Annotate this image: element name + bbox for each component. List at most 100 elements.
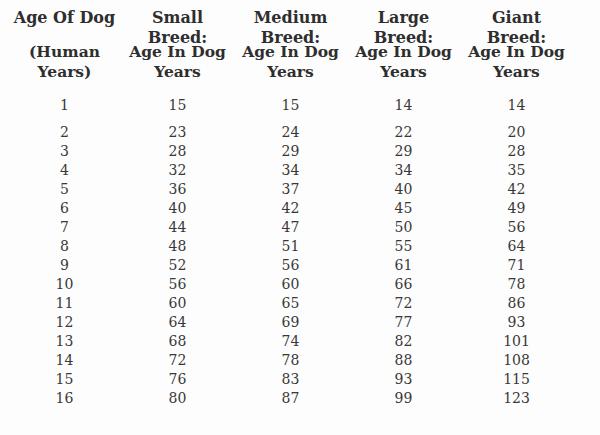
table-row: 13 68 74 82 101 [8,332,600,351]
table-row: 3 28 29 29 28 [8,142,600,161]
column-subtitle-medium: Age In Dog Years [234,42,347,82]
table-cell: 60 [234,275,347,294]
table-cell: 37 [234,180,347,199]
table-cell: 28 [460,142,573,161]
table-cell: 83 [234,370,347,389]
table-row: 1 15 15 14 14 [8,96,600,115]
table-cell: 7 [8,218,121,237]
table-cell: 56 [234,256,347,275]
table-cell: 74 [234,332,347,351]
table-cell: 61 [347,256,460,275]
table-cell: 29 [347,142,460,161]
table-cell: 78 [234,351,347,370]
table-row: 14 72 78 88 108 [8,351,600,370]
column-title-medium: Medium Breed: [234,8,347,28]
table-cell: 29 [234,142,347,161]
table-cell: 71 [460,256,573,275]
column-title-age: Age Of Dog [8,8,121,28]
table-row: 11 60 65 72 86 [8,294,600,313]
table-row: 4 32 34 34 35 [8,161,600,180]
table-cell: 34 [347,161,460,180]
table-cell: 5 [8,180,121,199]
table-cell: 72 [121,351,234,370]
table-cell: 44 [121,218,234,237]
table-cell: 35 [460,161,573,180]
column-title-giant: Giant Breed: [460,8,573,28]
column-title-large: Large Breed: [347,8,460,28]
table-cell: 68 [121,332,234,351]
table-cell: 50 [347,218,460,237]
table-cell: 45 [347,199,460,218]
table-cell: 51 [234,237,347,256]
table-cell: 48 [121,237,234,256]
table-cell: 93 [460,313,573,332]
table-cell: 32 [121,161,234,180]
table-cell: 36 [121,180,234,199]
table-cell: 87 [234,389,347,408]
table-cell: 76 [121,370,234,389]
column-title-small: Small Breed: [121,8,234,28]
table-cell: 11 [8,294,121,313]
table-cell: 78 [460,275,573,294]
table-row: 6 40 42 45 49 [8,199,600,218]
table-cell: 108 [460,351,573,370]
table-cell: 9 [8,256,121,275]
table-row: 16 80 87 99 123 [8,389,600,408]
table-cell: 15 [8,370,121,389]
table-row: 12 64 69 77 93 [8,313,600,332]
table-cell: 72 [347,294,460,313]
table-cell: 14 [8,351,121,370]
table-cell: 10 [8,275,121,294]
table-row: 10 56 60 66 78 [8,275,600,294]
table-cell: 23 [121,123,234,142]
table-cell: 86 [460,294,573,313]
table-cell: 4 [8,161,121,180]
table-cell: 14 [460,96,573,115]
table-cell: 52 [121,256,234,275]
table-cell: 101 [460,332,573,351]
table-cell: 42 [234,199,347,218]
table-row: 2 23 24 22 20 [8,123,600,142]
table-cell: 115 [460,370,573,389]
table-cell: 77 [347,313,460,332]
table-row: 8 48 51 55 64 [8,237,600,256]
table-cell: 12 [8,313,121,332]
table-cell: 14 [347,96,460,115]
table-cell: 64 [460,237,573,256]
table-cell: 123 [460,389,573,408]
table-cell: 93 [347,370,460,389]
table-cell: 69 [234,313,347,332]
table-cell: 49 [460,199,573,218]
table-cell: 40 [347,180,460,199]
table-cell: 40 [121,199,234,218]
table-cell: 47 [234,218,347,237]
column-subtitle-large: Age In Dog Years [347,42,460,82]
table-cell: 16 [8,389,121,408]
table-cell: 34 [234,161,347,180]
table-cell: 3 [8,142,121,161]
table-cell: 6 [8,199,121,218]
table-cell: 15 [234,96,347,115]
table-cell: 60 [121,294,234,313]
column-subtitle-small: Age In Dog Years [121,42,234,82]
table-row: 7 44 47 50 56 [8,218,600,237]
table-cell: 8 [8,237,121,256]
table-cell: 42 [460,180,573,199]
table-body: 1 15 15 14 14 2 23 24 22 20 3 28 29 29 2… [8,96,600,408]
table-cell: 2 [8,123,121,142]
table-cell: 56 [121,275,234,294]
table-header-titles: Age Of Dog Small Breed: Medium Breed: La… [8,8,600,28]
dog-age-conversion-table: Age Of Dog Small Breed: Medium Breed: La… [0,0,600,435]
table-cell: 20 [460,123,573,142]
table-cell: 99 [347,389,460,408]
table-cell: 56 [460,218,573,237]
table-cell: 65 [234,294,347,313]
column-subtitle-giant: Age In Dog Years [460,42,573,82]
table-cell: 13 [8,332,121,351]
table-cell: 82 [347,332,460,351]
table-cell: 80 [121,389,234,408]
table-cell: 55 [347,237,460,256]
table-cell: 28 [121,142,234,161]
table-cell: 15 [121,96,234,115]
table-row: 15 76 83 93 115 [8,370,600,389]
